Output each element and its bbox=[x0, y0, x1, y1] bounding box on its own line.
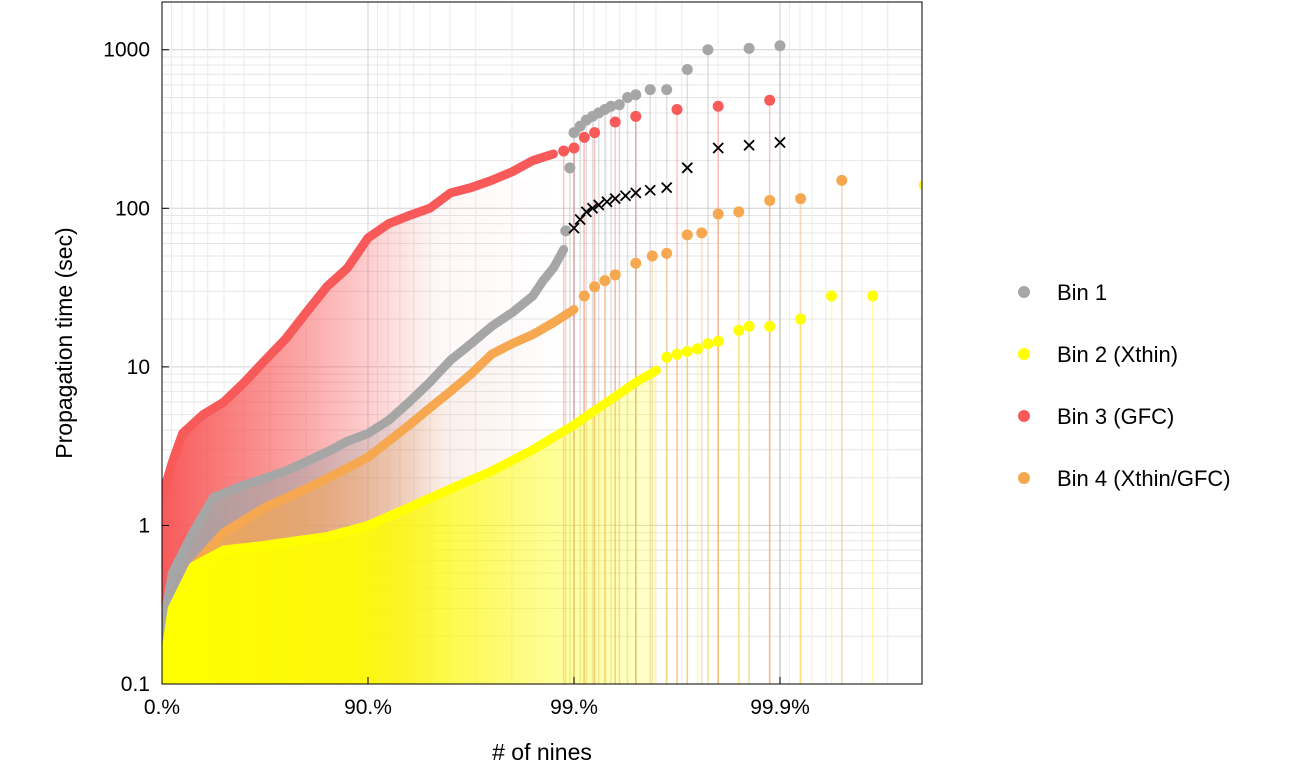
data-point bbox=[795, 193, 807, 205]
y-tick-label: 10 bbox=[127, 356, 150, 379]
y-tick-label: 1000 bbox=[103, 39, 150, 62]
area-fills bbox=[162, 149, 661, 684]
data-point-x bbox=[609, 193, 621, 205]
area-fill bbox=[162, 370, 657, 684]
data-point bbox=[609, 269, 621, 281]
x-axis-label: # of nines bbox=[492, 739, 592, 765]
data-point bbox=[733, 324, 745, 336]
data-point bbox=[681, 345, 693, 357]
x-axis-ticks: 0.% 90.% 99.% 99.9% bbox=[144, 677, 810, 719]
data-point bbox=[702, 44, 714, 56]
data-point bbox=[696, 227, 708, 239]
data-point bbox=[589, 281, 601, 293]
data-point bbox=[609, 116, 621, 128]
data-point-x bbox=[661, 181, 673, 194]
legend-marker bbox=[1018, 472, 1030, 484]
y-axis-label: Propagation time (sec) bbox=[51, 227, 77, 458]
legend-marker bbox=[1018, 410, 1030, 422]
y-tick-label: 0.1 bbox=[121, 673, 150, 696]
data-point bbox=[743, 42, 755, 54]
data-point-x bbox=[681, 162, 693, 174]
x-tick-label: 99.9% bbox=[750, 696, 810, 719]
data-point bbox=[589, 127, 601, 139]
data-point bbox=[764, 320, 776, 332]
data-point bbox=[671, 103, 683, 115]
data-point bbox=[564, 162, 576, 174]
y-tick-label: 100 bbox=[115, 197, 150, 220]
data-points bbox=[558, 40, 922, 363]
data-point bbox=[702, 338, 714, 350]
data-point-x bbox=[743, 139, 755, 151]
legend-item: Bin 1 bbox=[1018, 280, 1107, 305]
legend-label: Bin 1 bbox=[1057, 280, 1107, 305]
series-curve bbox=[162, 149, 558, 503]
data-point bbox=[646, 250, 658, 262]
data-point bbox=[630, 110, 642, 122]
data-point-x bbox=[601, 196, 613, 208]
series-curve bbox=[162, 305, 579, 676]
data-point bbox=[764, 94, 776, 106]
x-tick-label: 99.% bbox=[550, 696, 598, 719]
plot-frame bbox=[161, 1, 923, 685]
data-point bbox=[681, 229, 693, 241]
data-point-x bbox=[630, 187, 642, 199]
legend-marker bbox=[1018, 348, 1030, 360]
data-point bbox=[613, 99, 625, 111]
data-point bbox=[743, 320, 755, 332]
data-point bbox=[774, 40, 786, 52]
legend-label: Bin 4 (Xthin/GFC) bbox=[1057, 466, 1231, 491]
data-point bbox=[826, 290, 837, 302]
data-point-x bbox=[619, 190, 632, 202]
series-curve bbox=[162, 365, 661, 682]
legend-item: Bin 3 (GFC) bbox=[1018, 404, 1174, 429]
data-point bbox=[712, 100, 724, 112]
data-point-x bbox=[568, 222, 580, 234]
data-point bbox=[712, 335, 724, 347]
x-tick-label: 90.% bbox=[344, 696, 392, 719]
data-point-x bbox=[586, 202, 599, 214]
data-point bbox=[733, 206, 745, 218]
data-point bbox=[764, 194, 776, 206]
data-point bbox=[661, 351, 673, 363]
legend-label: Bin 3 (GFC) bbox=[1057, 404, 1174, 429]
data-point-x bbox=[644, 184, 656, 196]
data-point bbox=[630, 89, 642, 101]
data-point bbox=[661, 247, 673, 259]
data-point-x bbox=[574, 213, 586, 226]
data-point bbox=[692, 343, 704, 355]
data-point bbox=[681, 64, 693, 76]
data-point bbox=[568, 142, 580, 154]
data-point bbox=[578, 290, 590, 302]
data-point-x bbox=[593, 199, 605, 211]
data-point bbox=[599, 275, 611, 287]
data-point bbox=[867, 290, 879, 302]
x-tick-label: 0.% bbox=[144, 696, 180, 719]
data-point-x bbox=[712, 142, 724, 154]
data-point bbox=[661, 84, 673, 96]
y-tick-label: 1 bbox=[138, 514, 150, 537]
data-point bbox=[836, 174, 848, 186]
series-curve bbox=[162, 244, 569, 641]
data-point-x bbox=[774, 136, 786, 149]
y-axis-ticks: 0.1 1 10 100 1000 bbox=[103, 39, 169, 696]
data-point bbox=[578, 131, 590, 143]
data-point bbox=[671, 348, 683, 360]
data-point bbox=[630, 257, 642, 269]
data-point bbox=[918, 180, 922, 191]
legend-item: Bin 2 (Xthin) bbox=[1018, 342, 1178, 367]
data-point bbox=[644, 84, 656, 96]
legend-item: Bin 4 (Xthin/GFC) bbox=[1018, 466, 1231, 491]
data-point bbox=[558, 145, 570, 157]
data-point bbox=[605, 100, 617, 112]
data-point-x bbox=[580, 206, 592, 218]
data-point bbox=[560, 225, 572, 237]
legend-label: Bin 2 (Xthin) bbox=[1057, 342, 1178, 367]
legend-marker bbox=[1018, 286, 1030, 298]
data-point bbox=[795, 313, 807, 325]
data-point bbox=[712, 208, 724, 220]
legend: Bin 1 Bin 2 (Xthin) Bin 3 (GFC) Bin 4 (Xthi… bbox=[1018, 280, 1231, 491]
